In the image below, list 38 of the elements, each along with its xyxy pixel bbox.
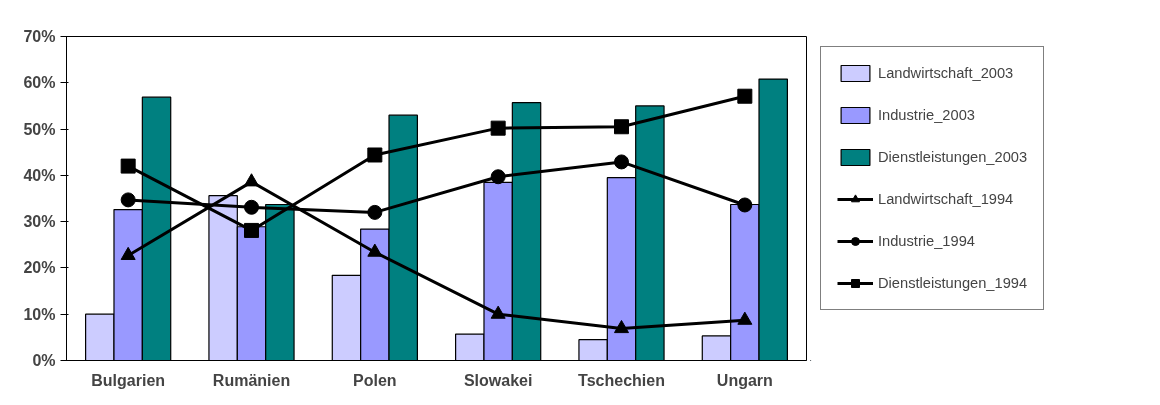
point [367,204,383,220]
legend-label: Industrie_1994 [878,233,975,249]
y-tick-label: 0% [32,352,56,369]
point [244,222,259,238]
x-tick-label: Ungarn [716,371,773,389]
y-tick-label: 50% [23,120,56,138]
point [120,246,136,260]
point [120,192,136,208]
point [244,199,259,215]
point [490,305,506,319]
point [490,169,506,185]
y-tick-label: 10% [23,305,56,323]
point [614,154,629,170]
point [367,147,383,163]
point [737,311,753,325]
legend-label: Dienstleistungen_2003 [878,149,1028,165]
y-tick-label: 20% [23,259,56,277]
y-tick-label: 40% [23,166,56,184]
point [120,158,136,174]
point [367,243,383,257]
point [244,173,259,187]
x-tick-label: Slowakei [463,371,533,389]
x-tick-label: Tschechien [578,371,665,389]
x-tick-label: Bulgarien [91,371,166,389]
legend-label: Landwirtschaft_2003 [878,65,1014,81]
point [737,88,753,104]
y-tick-label: 60% [23,74,56,92]
y-tick-label: 70% [23,28,56,45]
legend-label: Landwirtschaft_1994 [878,191,1014,207]
point [737,197,753,213]
point [614,119,629,135]
legend-label: Industrie_2003 [878,107,975,123]
point [490,120,506,136]
y-tick-label: 30% [23,213,56,231]
x-tick-label: Rumänien [212,371,291,389]
legend-label: Dienstleistungen_1994 [878,275,1028,291]
point [614,319,629,334]
x-tick-label: Polen [353,371,397,389]
